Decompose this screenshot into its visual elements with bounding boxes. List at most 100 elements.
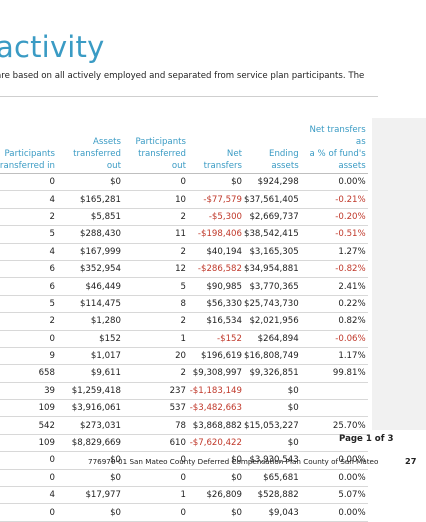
table-cell: $17,977 [57, 486, 123, 505]
page-subtitle: are based on all actively employed and s… [0, 71, 365, 81]
table-row: 9 $1,017 20 $196,619 $16,808,749 1.17% [0, 347, 368, 366]
table-cell: 542 [0, 416, 57, 435]
table-cell: $152 [57, 330, 123, 348]
table-row: 109 $8,829,669 610 -$7,620,422 $0 [0, 434, 368, 453]
table-cell: $352,954 [57, 260, 123, 279]
column-header-line: transferred out [73, 149, 121, 171]
table-cell: 0 [0, 503, 57, 522]
table-cell: -$3,482,663 [188, 399, 244, 418]
header-row: Participants transferred in Assets transfer… [0, 124, 368, 174]
column-header: Net transfers [188, 124, 244, 174]
table-cell: 2.41% [300, 277, 368, 296]
column-header: Net transfers as a % of fund's assets [300, 124, 368, 174]
table-row: 4 $17,977 1 $26,809 $528,882 5.07% [0, 486, 368, 505]
table-cell: -$152 [188, 330, 244, 348]
table-row: 109 $3,916,061 537 -$3,482,663 $0 [0, 399, 368, 418]
table-cell: $3,770,365 [244, 277, 301, 296]
table-cell: $0 [244, 382, 301, 401]
table-cell: 109 [0, 434, 57, 453]
column-header-line: Participants [135, 137, 186, 147]
table-cell: 12 [123, 260, 188, 279]
table-row: 0 $152 1 -$152 $264,894 -0.06% [0, 330, 368, 348]
column-header-line: Assets [93, 137, 121, 147]
table-row: 2 $5,851 2 -$5,300 $2,669,737 -0.20% [0, 208, 368, 227]
page-title: activity [0, 30, 105, 64]
table-row: 5 $288,430 11 -$198,406 $38,542,415 -0.51% [0, 225, 368, 244]
table-cell: 2 [0, 208, 57, 227]
table-row: 6 $352,954 12 -$286,582 $34,954,881 -0.82% [0, 260, 368, 279]
table-row: 4 $165,281 10 -$77,579 $37,561,405 -0.21% [0, 190, 368, 209]
column-header-line: Ending assets [269, 149, 299, 171]
table-row: 39 $1,259,418 237 -$1,183,149 $0 [0, 382, 368, 401]
table-cell: 2 [123, 364, 188, 383]
table-cell: 4 [0, 190, 57, 209]
table-cell: $34,954,881 [244, 260, 301, 279]
table-cell: $0 [244, 434, 301, 453]
table-cell: $3,868,882 [188, 416, 244, 435]
table-cell: $25,743,730 [244, 295, 301, 314]
column-header-line: Net transfers as [309, 125, 366, 147]
table-cell: $0 [188, 503, 244, 522]
column-header: Ending assets [244, 124, 301, 174]
column-header-line: transferred in [0, 161, 55, 171]
table-cell: -$286,582 [188, 260, 244, 279]
column-header-line: Net transfers [203, 149, 242, 171]
table-cell: 5 [123, 277, 188, 296]
table-cell: 0.00% [300, 451, 368, 470]
table-cell: $0 [188, 469, 244, 488]
table-cell: 0 [0, 173, 57, 192]
table-cell: 1.17% [300, 347, 368, 366]
table-cell: $273,031 [57, 416, 123, 435]
table-row: 0 $0 0 $0 $924,298 0.00% [0, 173, 368, 192]
table-cell: $0 [57, 451, 123, 470]
table-cell: $38,542,415 [244, 225, 301, 244]
table-cell: 11 [123, 225, 188, 244]
table-cell: 4 [0, 486, 57, 505]
table-cell: $15,053,227 [244, 416, 301, 435]
table-cell: 5.07% [300, 486, 368, 505]
table-cell: 237 [123, 382, 188, 401]
table-cell: $0 [57, 173, 123, 192]
table-cell: $165,281 [57, 190, 123, 209]
table-cell: 610 [123, 434, 188, 453]
footer-text: 776970-01 San Mateo County Deferred Comp… [88, 457, 379, 466]
column-header-line: transferred out [138, 149, 186, 171]
table-cell: $37,561,405 [244, 190, 301, 209]
table-cell: 2 [0, 312, 57, 331]
table-cell [300, 382, 368, 401]
table-cell: $0 [57, 469, 123, 488]
table-cell: $2,021,956 [244, 312, 301, 331]
table-cell: 4 [0, 243, 57, 261]
table-cell: 2 [123, 208, 188, 227]
table-cell: -0.82% [300, 260, 368, 279]
table-cell: $196,619 [188, 347, 244, 366]
table-cell: 5 [0, 295, 57, 314]
table-cell: $56,330 [188, 295, 244, 314]
table-cell: 0.00% [300, 503, 368, 522]
table-row: 5 $114,475 8 $56,330 $25,743,730 0.22% [0, 295, 368, 314]
column-header-line: Participants [4, 149, 55, 159]
table-cell: 1.27% [300, 243, 368, 261]
table-cell: 99.81% [300, 364, 368, 383]
table-cell: 0 [123, 503, 188, 522]
table-cell: 6 [0, 277, 57, 296]
table-cell: -$7,620,422 [188, 434, 244, 453]
table-cell: $9,308,997 [188, 364, 244, 383]
table-cell: 0 [0, 451, 57, 470]
table-cell: $16,808,749 [244, 347, 301, 366]
table-row: 658 $9,611 2 $9,308,997 $9,326,851 99.81% [0, 364, 368, 383]
table-cell: 537 [123, 399, 188, 418]
table-cell: 78 [123, 416, 188, 435]
table-cell: -0.20% [300, 208, 368, 227]
table-cell: $0 [244, 399, 301, 418]
table-cell: $924,298 [244, 173, 301, 192]
column-header-line: a % of fund's [309, 149, 366, 159]
table-cell: -0.06% [300, 330, 368, 348]
table-row: 0 $0 0 $0 $9,043 0.00% [0, 503, 368, 522]
table-body: 0 $0 0 $0 $924,298 0.00% 4 $165,281 10 -$77,579 $3… [0, 173, 368, 522]
table-cell: $264,894 [244, 330, 301, 348]
table-cell: 8 [123, 295, 188, 314]
table-cell: 0 [123, 173, 188, 192]
table-row: 4 $167,999 2 $40,194 $3,165,305 1.27% [0, 243, 368, 261]
table-cell: 39 [0, 382, 57, 401]
